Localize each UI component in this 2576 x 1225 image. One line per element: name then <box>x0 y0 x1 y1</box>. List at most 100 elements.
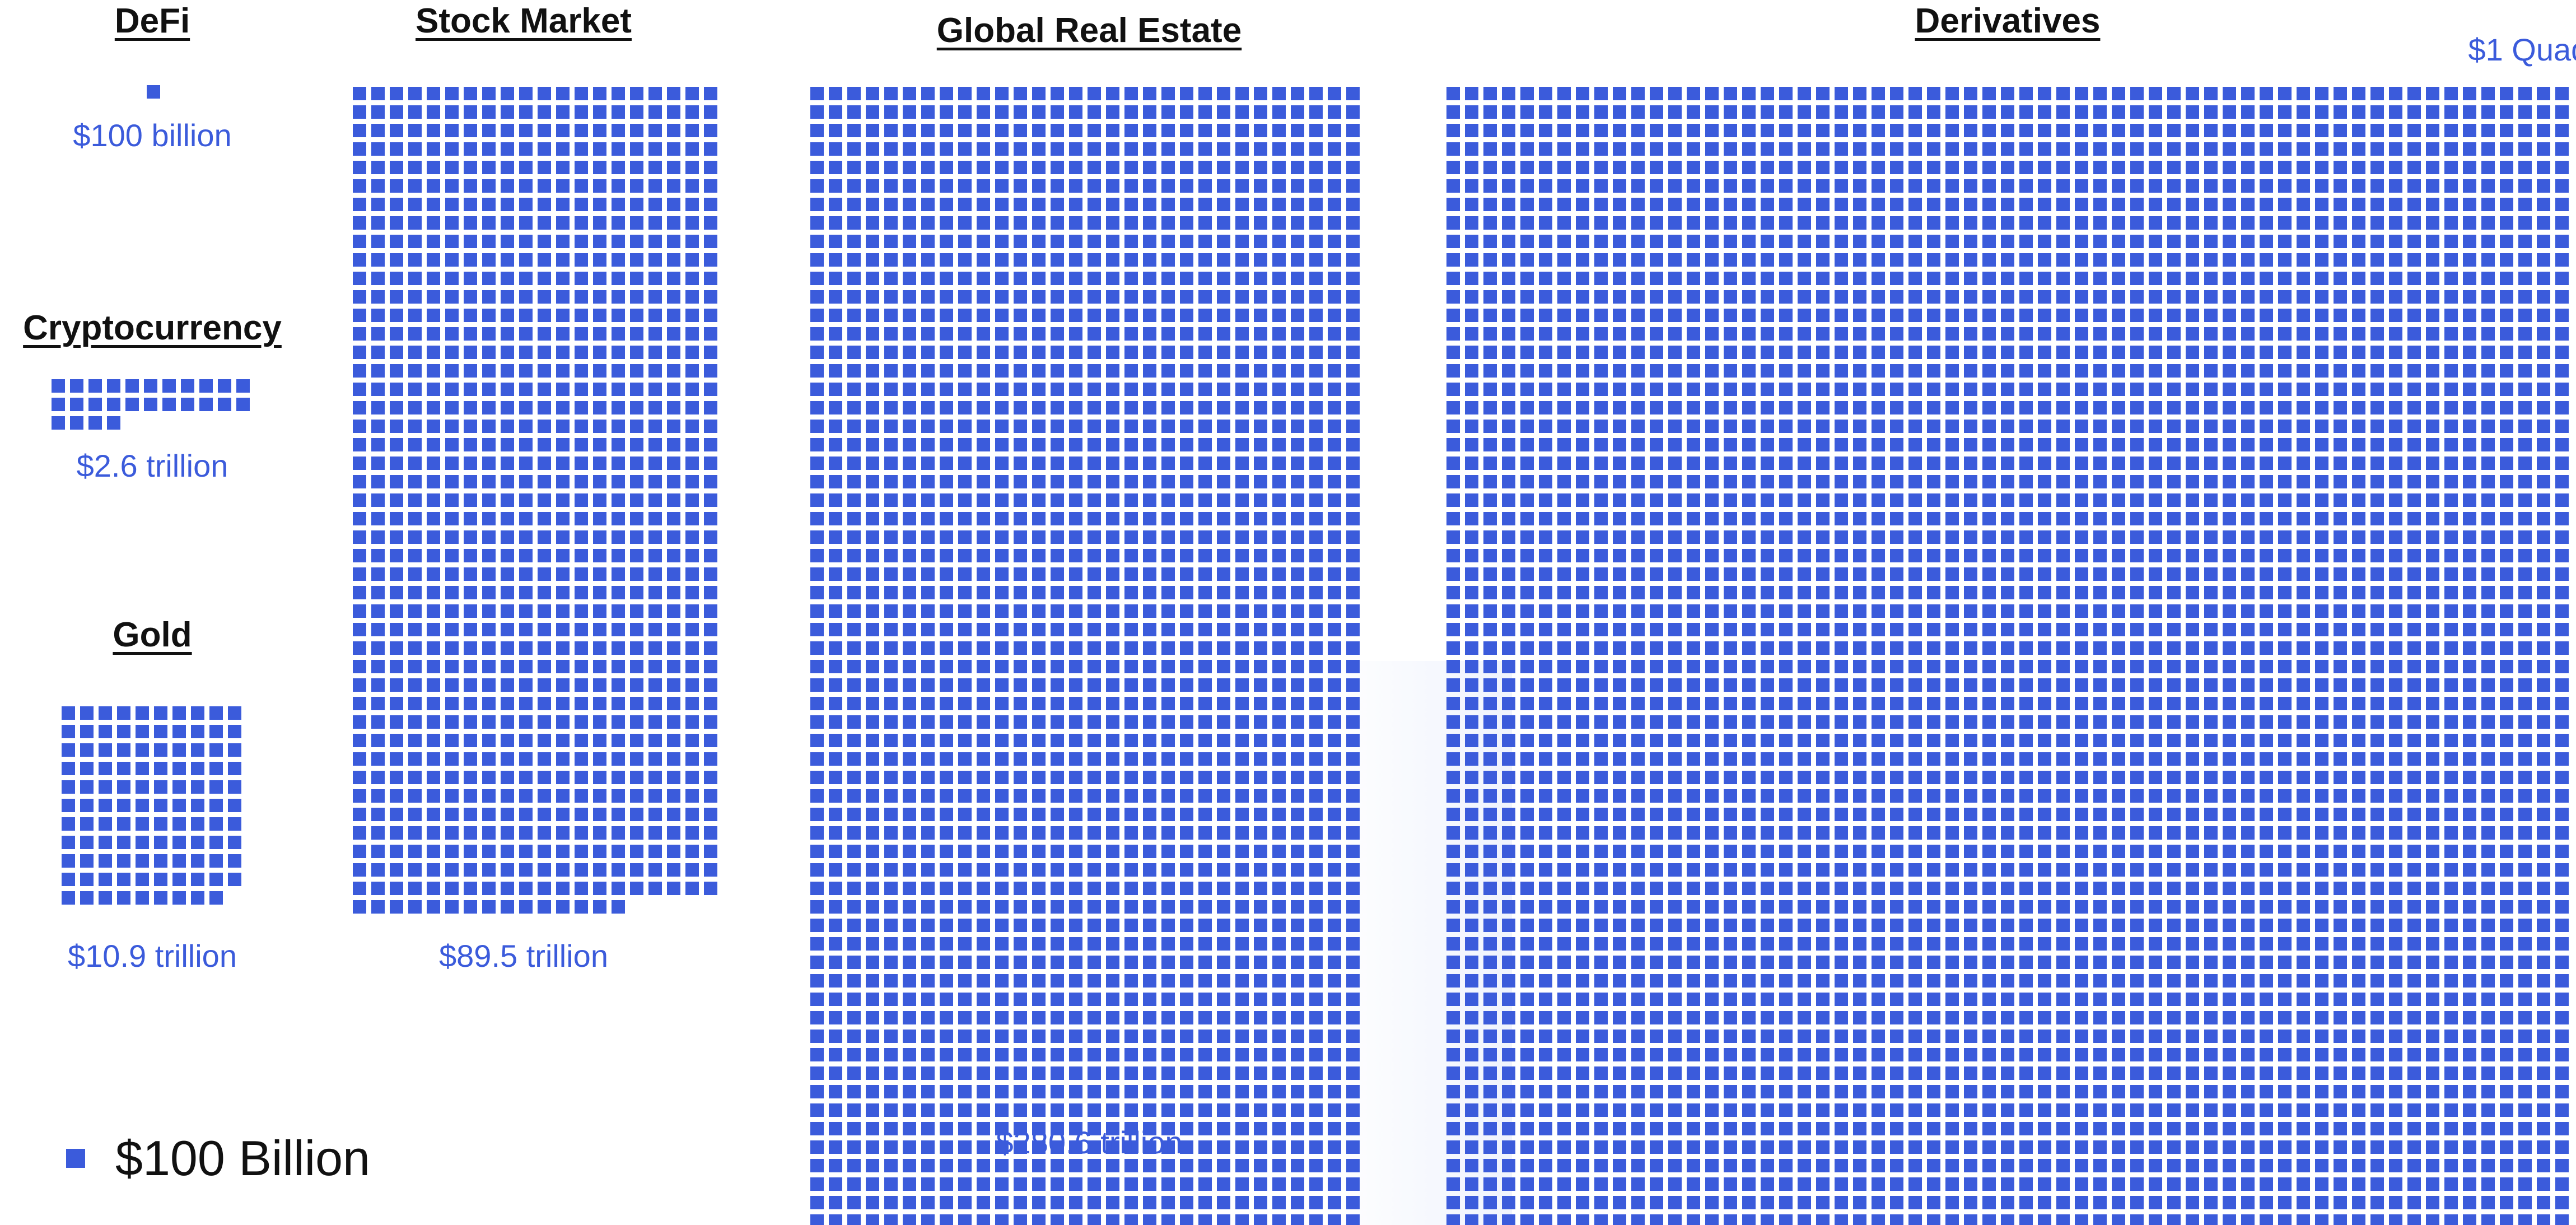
unit-square <box>1502 475 1515 488</box>
unit-square <box>2038 327 2051 341</box>
unit-square <box>2426 512 2439 525</box>
unit-square <box>2112 660 2125 673</box>
unit-square <box>1650 586 1663 599</box>
unit-square <box>667 567 680 581</box>
unit-square <box>977 198 990 211</box>
unit-square <box>2481 512 2495 525</box>
unit-square <box>2112 198 2125 211</box>
unit-square <box>1742 586 1756 599</box>
unit-square <box>593 216 606 230</box>
unit-square <box>1014 604 1027 618</box>
unit-square <box>1446 216 1460 230</box>
unit-square <box>1235 660 1249 673</box>
unit-square <box>1088 530 1101 544</box>
unit-square <box>2370 327 2384 341</box>
unit-square <box>390 364 403 378</box>
unit-square <box>685 789 699 803</box>
unit-square <box>810 1085 824 1098</box>
unit-square <box>172 891 186 905</box>
unit-square <box>1217 438 1230 451</box>
unit-square <box>2500 364 2513 378</box>
unit-square <box>1291 863 1304 877</box>
unit-square <box>940 808 953 821</box>
unit-square <box>2370 346 2384 359</box>
unit-square <box>199 379 213 393</box>
unit-square <box>2186 549 2199 562</box>
unit-square <box>2297 272 2310 285</box>
unit-square <box>501 586 514 599</box>
unit-square <box>1520 420 1534 433</box>
unit-square <box>2278 290 2292 304</box>
unit-square <box>538 808 551 821</box>
unit-square <box>1779 567 1793 581</box>
unit-square <box>1761 401 1774 414</box>
unit-square <box>2056 161 2070 174</box>
unit-square <box>1945 105 1959 119</box>
unit-square <box>1291 253 1304 267</box>
unit-square <box>847 124 861 137</box>
unit-square <box>847 789 861 803</box>
unit-square <box>667 253 680 267</box>
unit-square <box>445 530 459 544</box>
unit-square <box>371 715 385 729</box>
unit-square <box>1180 660 1193 673</box>
unit-square <box>1291 826 1304 840</box>
unit-square <box>921 937 935 951</box>
unit-square <box>2149 272 2162 285</box>
unit-square <box>2056 142 2070 156</box>
unit-square <box>2001 235 2014 248</box>
unit-square <box>977 549 990 562</box>
unit-square <box>1272 715 1286 729</box>
unit-square <box>501 604 514 618</box>
unit-square <box>501 327 514 341</box>
unit-square <box>2389 457 2402 470</box>
unit-square <box>995 198 1009 211</box>
unit-square <box>2426 623 2439 636</box>
unit-square <box>408 420 422 433</box>
unit-square <box>1576 678 1589 692</box>
unit-square <box>1908 660 1922 673</box>
unit-square <box>427 845 440 858</box>
unit-square <box>940 900 953 914</box>
unit-square <box>810 1196 824 1209</box>
unit-square <box>612 253 625 267</box>
unit-square <box>2038 383 2051 396</box>
unit-square <box>1124 383 1138 396</box>
unit-square <box>519 845 533 858</box>
unit-square <box>1761 493 1774 507</box>
unit-square <box>538 752 551 766</box>
unit-square <box>958 789 972 803</box>
unit-square <box>1705 586 1719 599</box>
unit-square <box>1051 715 1064 729</box>
unit-square <box>353 364 366 378</box>
unit-square <box>667 216 680 230</box>
unit-square <box>1576 604 1589 618</box>
unit-square <box>1124 1030 1138 1043</box>
unit-square <box>1520 383 1534 396</box>
unit-square <box>1650 309 1663 322</box>
unit-square <box>1198 623 1212 636</box>
unit-square <box>1982 198 1996 211</box>
unit-square <box>1217 493 1230 507</box>
unit-square <box>52 398 65 411</box>
unit-square <box>1668 179 1682 193</box>
unit-square <box>2149 678 2162 692</box>
unit-square <box>390 87 403 100</box>
unit-square <box>1069 475 1082 488</box>
unit-square <box>1816 530 1830 544</box>
unit-square <box>1539 253 1552 267</box>
unit-square <box>2056 678 2070 692</box>
unit-square <box>593 290 606 304</box>
unit-square <box>2407 493 2421 507</box>
unit-square <box>2297 438 2310 451</box>
unit-square <box>995 752 1009 766</box>
unit-square <box>1705 105 1719 119</box>
unit-square <box>2186 290 2199 304</box>
unit-square <box>1890 364 1903 378</box>
unit-square <box>1872 604 1885 618</box>
unit-square <box>1346 327 1360 341</box>
unit-square <box>1124 105 1138 119</box>
unit-square <box>445 715 459 729</box>
unit-square <box>1143 623 1156 636</box>
unit-square <box>2518 309 2532 322</box>
